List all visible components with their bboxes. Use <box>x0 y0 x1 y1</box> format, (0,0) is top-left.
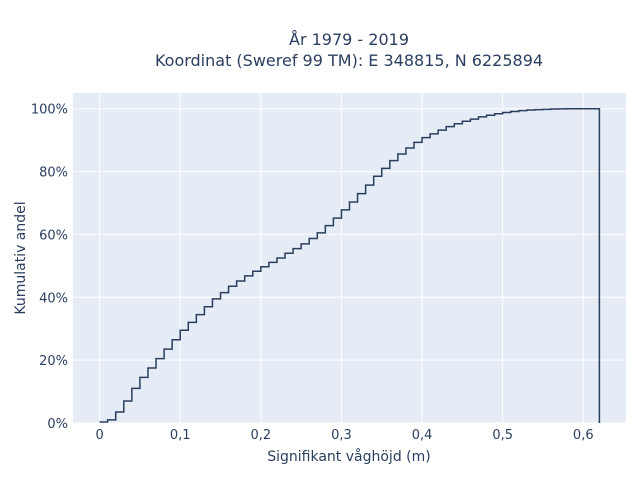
cumulative-step-line <box>99 107 601 423</box>
y-tick-label: 40% <box>39 291 68 306</box>
chart-title: År 1979 - 2019 <box>289 30 409 49</box>
y-tick-label: 80% <box>39 166 68 181</box>
x-tick-label: 0,2 <box>250 428 271 443</box>
grid-lines <box>73 93 626 424</box>
plot-area <box>73 93 626 423</box>
y-axis-label: Kumulativ andel <box>13 201 29 314</box>
x-tick-label: 0,5 <box>492 428 513 443</box>
y-tick-label: 20% <box>39 354 68 369</box>
x-tick-label: 0,1 <box>170 428 191 443</box>
y-tick-label: 100% <box>31 103 68 118</box>
y-axis-ticks: 0% 20% 40% 60% 80% 100% <box>31 103 68 432</box>
x-axis-label: Signifikant våghöjd (m) <box>267 448 430 465</box>
y-tick-label: 0% <box>47 417 68 432</box>
x-tick-label: 0,6 <box>573 428 594 443</box>
x-tick-label: 0,3 <box>331 428 352 443</box>
x-tick-label: 0 <box>95 428 103 443</box>
x-tick-label: 0,4 <box>412 428 433 443</box>
y-tick-label: 60% <box>39 228 68 243</box>
x-axis-ticks: 0 0,1 0,2 0,3 0,4 0,5 0,6 <box>95 428 593 443</box>
chart-subtitle: Koordinat (Sweref 99 TM): E 348815, N 62… <box>155 51 543 70</box>
